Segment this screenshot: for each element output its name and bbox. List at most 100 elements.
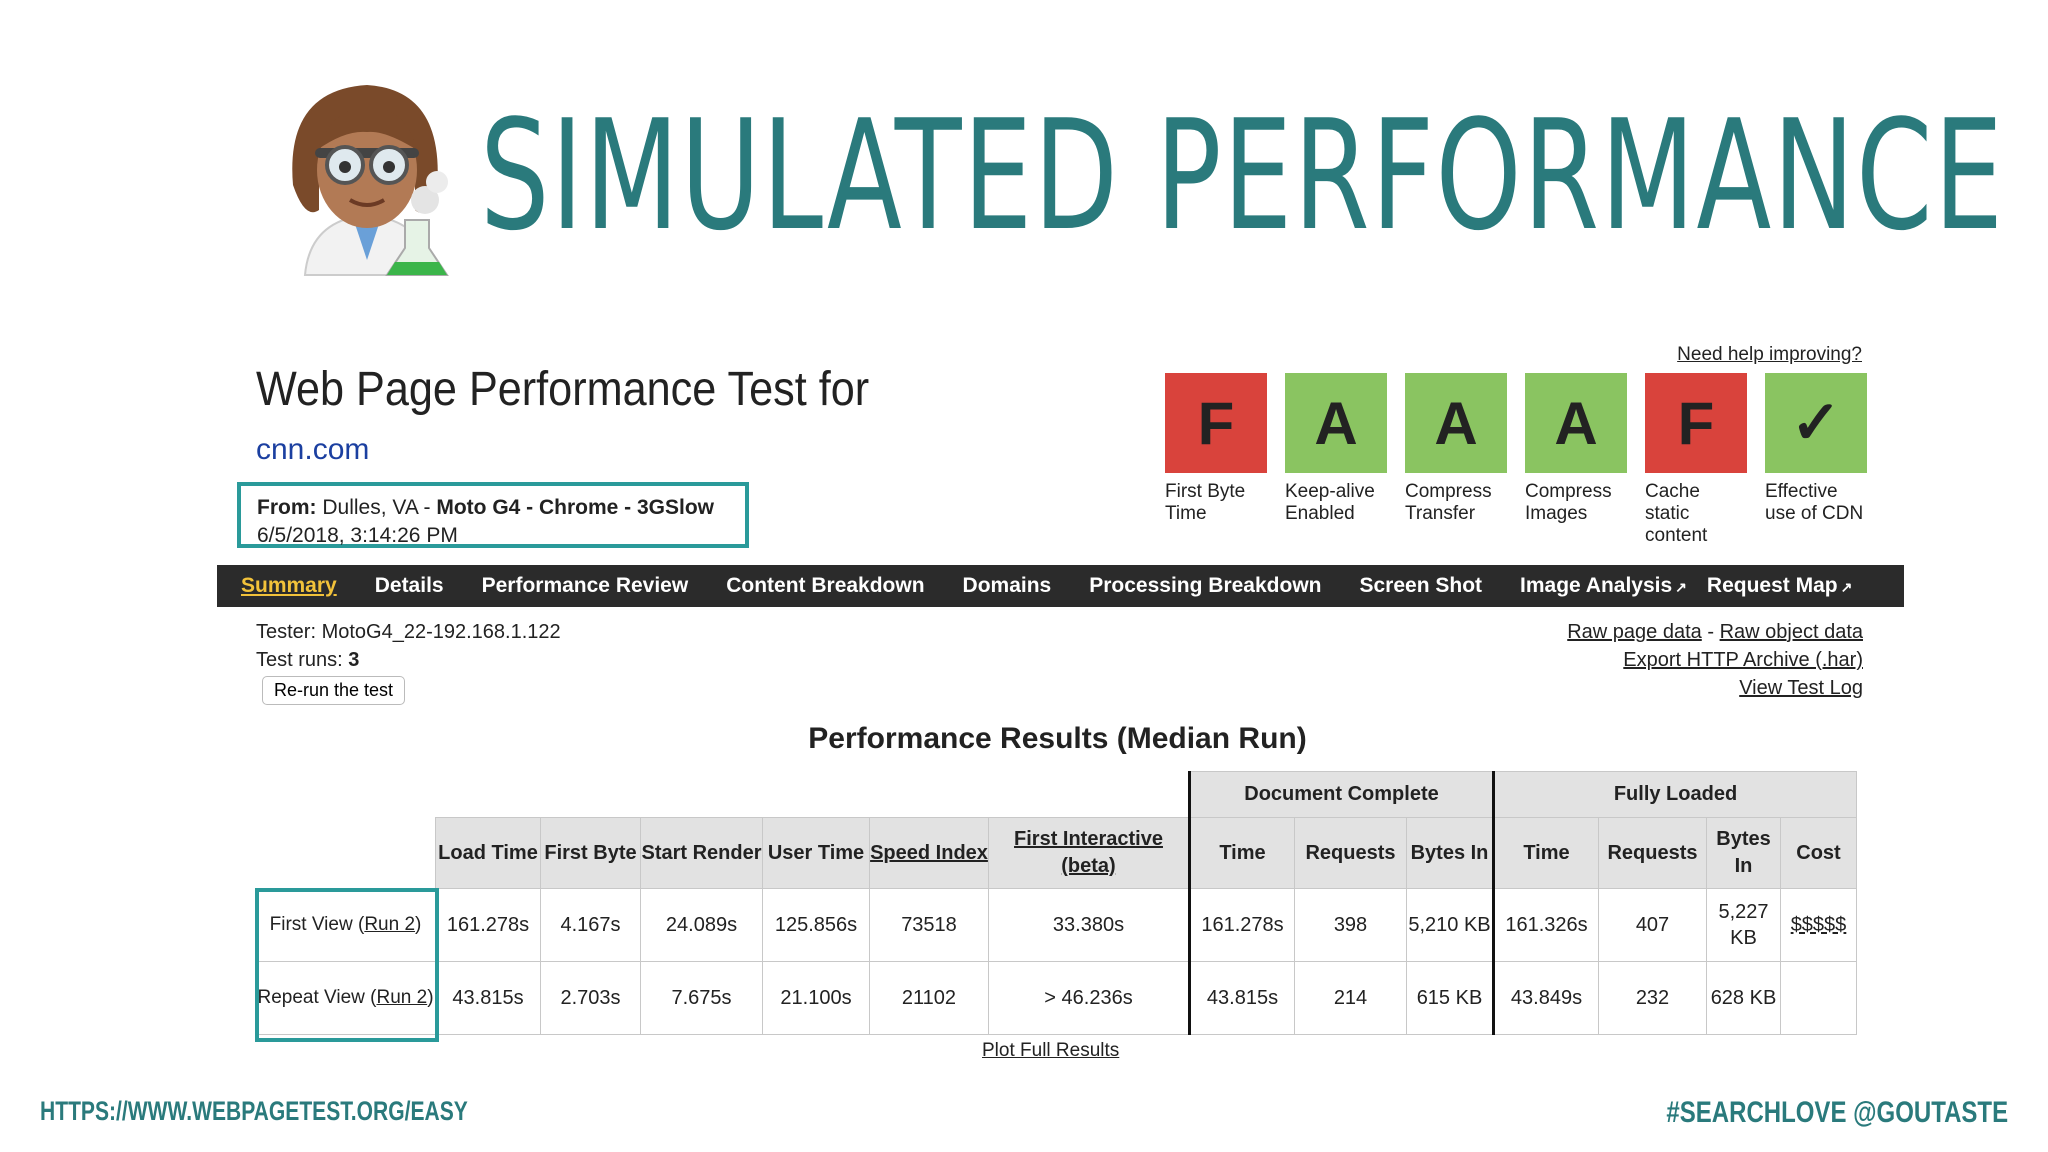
col-user-time: User Time xyxy=(762,817,870,889)
grade-cache-static[interactable]: F Cache static content xyxy=(1645,373,1747,547)
tab-summary[interactable]: Summary xyxy=(241,574,337,597)
col-load-time: Load Time xyxy=(435,817,541,889)
tab-request-map-label: Request Map xyxy=(1706,574,1838,597)
results-table: Document Complete Fully Loaded Load Time… xyxy=(255,771,1857,1035)
row-label-repeat-view: Repeat View (Run 2) xyxy=(255,961,436,1035)
grade-letter: F xyxy=(1645,373,1747,473)
grade-label: Compress Images xyxy=(1525,481,1612,524)
cell-dc-requests: 398 xyxy=(1294,888,1407,962)
tab-content-breakdown[interactable]: Content Breakdown xyxy=(726,574,925,597)
tab-screen-shot[interactable]: Screen Shot xyxy=(1359,574,1483,597)
run-link[interactable]: Run 2 xyxy=(376,987,428,1008)
cell-fl-requests: 407 xyxy=(1598,888,1707,962)
table-spacer xyxy=(255,771,1190,818)
cell-start-render: 7.675s xyxy=(640,961,763,1035)
slide-title: SIMULATED PERFORMANCE xyxy=(480,87,2005,264)
cell-speed-index: 73518 xyxy=(869,888,989,962)
cell-cost-link[interactable]: $$$$$ xyxy=(1780,888,1857,962)
row-label-first-view: First View (Run 2) xyxy=(255,888,436,962)
cell-dc-requests: 214 xyxy=(1294,961,1407,1035)
group-header-document-complete: Document Complete xyxy=(1188,771,1494,818)
cell-cost xyxy=(1780,961,1857,1035)
cell-fl-bytes: 628 KB xyxy=(1706,961,1781,1035)
col-first-interactive[interactable]: First Interactive (beta) xyxy=(988,817,1190,889)
raw-object-data-link[interactable]: Raw object data xyxy=(1719,621,1863,643)
col-cost: Cost xyxy=(1780,817,1857,889)
grade-label: Keep-alive Enabled xyxy=(1285,481,1375,524)
grade-compress-transfer[interactable]: A Compress Transfer xyxy=(1405,373,1507,547)
grade-compress-images[interactable]: A Compress Images xyxy=(1525,373,1627,547)
group-header-fully-loaded: Fully Loaded xyxy=(1492,771,1857,818)
tab-image-analysis-label: Image Analysis xyxy=(1520,574,1673,597)
cell-dc-time: 43.815s xyxy=(1188,961,1295,1035)
test-location-box: From: Dulles, VA - Moto G4 - Chrome - 3G… xyxy=(237,482,749,548)
col-dc-bytes: Bytes In xyxy=(1406,817,1494,889)
cell-user-time: 125.856s xyxy=(762,888,870,962)
grade-letter: A xyxy=(1285,373,1387,473)
cell-first-interactive: 33.380s xyxy=(988,888,1190,962)
test-date: 6/5/2018, 3:14:26 PM xyxy=(257,524,458,547)
export-links: Raw page data - Raw object data Export H… xyxy=(1567,618,1863,702)
footer-handle: #SEARCHLOVE @GOUTASTE xyxy=(1666,1096,2008,1129)
tab-image-analysis[interactable]: Image Analysis ↗ xyxy=(1501,574,1693,598)
col-fl-bytes: Bytes In xyxy=(1706,817,1781,889)
need-help-link[interactable]: Need help improving? xyxy=(1677,344,1862,365)
cell-load-time: 161.278s xyxy=(435,888,541,962)
row-label-prefix: First View ( xyxy=(269,914,365,935)
table-row-repeat-view: Repeat View (Run 2) 43.815s 2.703s 7.675… xyxy=(255,961,1857,1035)
export-har-link[interactable]: Export HTTP Archive (.har) xyxy=(1623,649,1863,671)
run-link[interactable]: Run 2 xyxy=(364,914,416,935)
cell-dc-bytes: 615 KB xyxy=(1406,961,1494,1035)
cell-fl-bytes: 5,227 KB xyxy=(1706,888,1781,962)
test-runs-label: Test runs: xyxy=(256,649,343,671)
grade-first-byte[interactable]: F First Byte Time xyxy=(1165,373,1267,547)
col-dc-requests: Requests xyxy=(1294,817,1407,889)
grade-letter: A xyxy=(1405,373,1507,473)
col-fl-requests: Requests xyxy=(1598,817,1707,889)
plot-full-results-link[interactable]: Plot Full Results xyxy=(982,1040,1120,1061)
cell-speed-index: 21102 xyxy=(869,961,989,1035)
grade-label: Effective use of CDN xyxy=(1765,481,1864,524)
row-label-prefix: Repeat View ( xyxy=(257,987,377,1008)
grade-keep-alive[interactable]: A Keep-alive Enabled xyxy=(1285,373,1387,547)
tested-url-link[interactable]: cnn.com xyxy=(256,433,370,466)
col-dc-time: Time xyxy=(1188,817,1295,889)
col-fl-time: Time xyxy=(1492,817,1599,889)
cell-load-time: 43.815s xyxy=(435,961,541,1035)
grade-label: First Byte Time xyxy=(1165,481,1246,524)
col-start-render: Start Render xyxy=(640,817,763,889)
table-corner xyxy=(255,817,436,889)
from-location: Dulles, VA - xyxy=(322,496,431,519)
test-runs-line: Test runs: 3 xyxy=(256,646,561,674)
external-link-icon: ↗ xyxy=(1675,579,1687,595)
cell-dc-bytes: 5,210 KB xyxy=(1406,888,1494,962)
tab-details[interactable]: Details xyxy=(374,574,444,597)
from-device: Moto G4 - Chrome - 3GSlow xyxy=(436,496,715,519)
cell-fl-time: 161.326s xyxy=(1492,888,1599,962)
results-nav: Summary Details Performance Review Conte… xyxy=(217,565,1904,607)
cell-fl-time: 43.849s xyxy=(1492,961,1599,1035)
raw-page-data-link[interactable]: Raw page data xyxy=(1567,621,1702,643)
raw-data-line: Raw page data - Raw object data xyxy=(1567,618,1863,646)
tester-info: Tester: MotoG4_22-192.168.1.122 Test run… xyxy=(256,618,561,674)
grade-cards: F First Byte Time A Keep-alive Enabled A… xyxy=(1165,373,1867,547)
test-location-line: From: Dulles, VA - Moto G4 - Chrome - 3G… xyxy=(257,494,729,522)
table-row-first-view: First View (Run 2) 161.278s 4.167s 24.08… xyxy=(255,888,1857,962)
grade-label: Cache static content xyxy=(1645,481,1708,546)
cell-user-time: 21.100s xyxy=(762,961,870,1035)
rerun-test-button[interactable]: Re-run the test xyxy=(262,676,406,705)
woman-scientist-icon xyxy=(275,70,460,280)
cell-first-byte: 2.703s xyxy=(540,961,641,1035)
grade-cdn[interactable]: ✓ Effective use of CDN xyxy=(1765,373,1867,547)
col-first-byte: First Byte xyxy=(540,817,641,889)
tab-performance-review[interactable]: Performance Review xyxy=(481,574,689,597)
tab-processing-breakdown[interactable]: Processing Breakdown xyxy=(1089,574,1322,597)
wpt-page-title: Web Page Performance Test for xyxy=(256,363,870,416)
cell-first-byte: 4.167s xyxy=(540,888,641,962)
tab-request-map[interactable]: Request Map ↗ xyxy=(1693,574,1871,598)
row-label-suffix: ) xyxy=(427,987,434,1008)
col-speed-index[interactable]: Speed Index xyxy=(869,817,989,889)
view-test-log-link[interactable]: View Test Log xyxy=(1739,677,1863,699)
tab-domains[interactable]: Domains xyxy=(962,574,1052,597)
tester-line: Tester: MotoG4_22-192.168.1.122 xyxy=(256,621,561,643)
